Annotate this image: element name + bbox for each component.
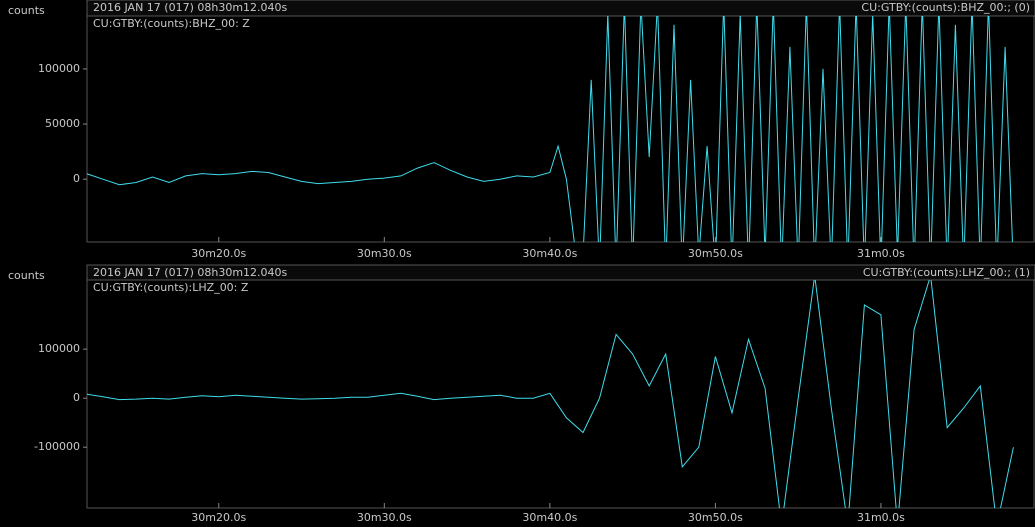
y-tick-label: 50000 xyxy=(45,117,80,130)
header-time: 2016 JAN 17 (017) 08h30m12.040s xyxy=(93,266,288,279)
header-station: CU:GTBY:(counts):LHZ_00:; (1) xyxy=(863,266,1030,279)
y-tick-label: 100000 xyxy=(38,62,80,75)
x-tick-label: 30m40.0s xyxy=(522,247,577,260)
x-tick-label: 31m0.0s xyxy=(857,511,905,524)
trace-label: CU:GTBY:(counts):LHZ_00: Z xyxy=(93,281,249,294)
y-tick-label: 0 xyxy=(73,391,80,404)
y-axis-label: counts xyxy=(8,4,45,17)
y-tick-label: -100000 xyxy=(34,440,80,453)
y-axis-label: counts xyxy=(8,269,45,282)
x-tick-label: 30m50.0s xyxy=(688,511,743,524)
plot-frame xyxy=(86,15,1035,243)
x-tick-label: 30m50.0s xyxy=(688,247,743,260)
x-tick-label: 30m30.0s xyxy=(357,247,412,260)
header-time: 2016 JAN 17 (017) 08h30m12.040s xyxy=(93,1,288,14)
x-tick-label: 30m30.0s xyxy=(357,511,412,524)
trace-label: CU:GTBY:(counts):BHZ_00: Z xyxy=(93,17,250,30)
x-tick-label: 30m20.0s xyxy=(191,247,246,260)
trace-line xyxy=(87,280,1014,508)
trace-line xyxy=(87,16,1013,242)
x-tick-label: 31m0.0s xyxy=(857,247,905,260)
x-tick-label: 30m40.0s xyxy=(522,511,577,524)
y-tick-label: 100000 xyxy=(38,342,80,355)
y-tick-label: 0 xyxy=(73,172,80,185)
plot-frame xyxy=(86,279,1035,509)
x-tick-label: 30m20.0s xyxy=(191,511,246,524)
header-station: CU:GTBY:(counts):BHZ_00:; (0) xyxy=(861,1,1030,14)
